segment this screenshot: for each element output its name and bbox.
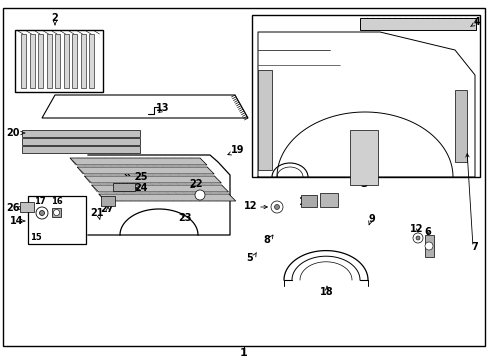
Text: 20: 20 xyxy=(6,128,20,138)
Bar xyxy=(52,208,61,217)
Bar xyxy=(251,15,479,177)
Circle shape xyxy=(36,207,48,219)
Bar xyxy=(101,196,115,206)
Bar xyxy=(349,130,377,185)
Text: 17: 17 xyxy=(34,198,46,207)
Polygon shape xyxy=(99,194,235,201)
Text: 12: 12 xyxy=(409,224,423,234)
Text: 1: 1 xyxy=(240,348,247,358)
Text: 22: 22 xyxy=(189,179,203,189)
Circle shape xyxy=(274,204,279,210)
Circle shape xyxy=(415,236,419,240)
Text: 15: 15 xyxy=(30,234,42,243)
Text: 9: 9 xyxy=(368,214,375,224)
Bar xyxy=(359,18,475,30)
Bar xyxy=(113,183,135,191)
Bar xyxy=(29,34,35,88)
Text: 21: 21 xyxy=(90,208,103,218)
Text: 18: 18 xyxy=(320,287,333,297)
Bar xyxy=(454,90,466,162)
Circle shape xyxy=(195,190,204,200)
Bar xyxy=(72,34,77,88)
Text: 10: 10 xyxy=(299,197,312,207)
Text: 27: 27 xyxy=(100,204,114,214)
Text: 11: 11 xyxy=(321,194,334,204)
Circle shape xyxy=(40,211,44,216)
Circle shape xyxy=(412,233,422,243)
Text: 4: 4 xyxy=(473,17,480,27)
Text: 5: 5 xyxy=(246,253,252,263)
Text: 7: 7 xyxy=(470,242,477,252)
Bar xyxy=(20,202,34,212)
Text: 23: 23 xyxy=(178,213,191,223)
Bar xyxy=(55,34,60,88)
Bar xyxy=(81,34,85,88)
Text: 26: 26 xyxy=(6,203,20,213)
Text: 8: 8 xyxy=(263,235,269,245)
Circle shape xyxy=(424,242,432,250)
Bar xyxy=(89,34,94,88)
Bar xyxy=(301,195,316,207)
Text: 19: 19 xyxy=(231,145,244,155)
Bar xyxy=(22,138,140,145)
Bar xyxy=(21,34,26,88)
Circle shape xyxy=(53,210,60,216)
Bar xyxy=(46,34,51,88)
Bar xyxy=(28,196,86,244)
Bar xyxy=(424,235,433,257)
Bar xyxy=(22,130,140,137)
Text: 6: 6 xyxy=(424,227,430,237)
Text: 12: 12 xyxy=(243,201,257,211)
Polygon shape xyxy=(91,185,228,192)
Bar xyxy=(319,193,337,207)
Text: 13: 13 xyxy=(156,103,169,113)
Text: 2: 2 xyxy=(52,13,58,23)
Bar xyxy=(22,146,140,153)
Bar xyxy=(258,70,271,170)
Text: 16: 16 xyxy=(51,198,63,207)
Bar xyxy=(63,34,68,88)
Polygon shape xyxy=(42,95,247,118)
Polygon shape xyxy=(70,158,206,165)
Text: 3: 3 xyxy=(360,179,367,189)
Bar xyxy=(38,34,43,88)
Polygon shape xyxy=(77,167,214,174)
Circle shape xyxy=(270,201,283,213)
Text: 14: 14 xyxy=(10,216,23,226)
Text: 25: 25 xyxy=(134,172,147,182)
Polygon shape xyxy=(84,176,221,183)
Bar xyxy=(15,30,103,92)
Text: 24: 24 xyxy=(134,183,147,193)
